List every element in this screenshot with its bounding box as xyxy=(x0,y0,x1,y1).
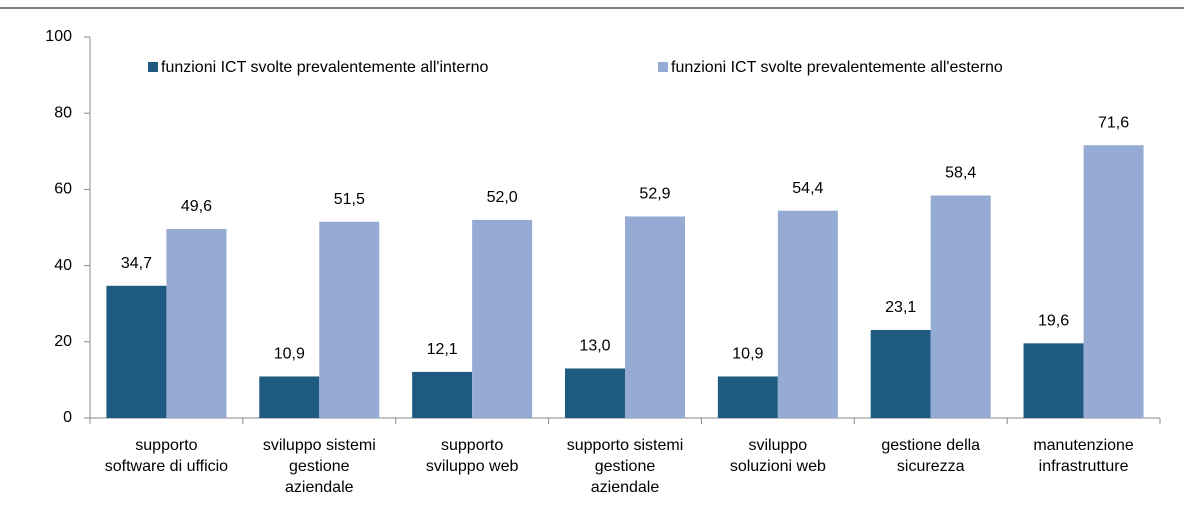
x-tick-label: aziendale xyxy=(285,479,354,496)
y-tick-label: 100 xyxy=(45,28,72,45)
y-tick-label: 20 xyxy=(54,333,72,350)
bar xyxy=(319,221,380,418)
bar xyxy=(472,219,533,418)
value-label: 71,6 xyxy=(1098,114,1129,131)
x-tick-label: gestione xyxy=(595,458,656,475)
bar xyxy=(625,216,685,418)
x-tick-label: sviluppo xyxy=(749,437,808,454)
bar xyxy=(412,371,473,418)
bar xyxy=(166,229,227,418)
value-label: 54,4 xyxy=(792,180,823,197)
value-label: 19,6 xyxy=(1038,313,1069,330)
value-label: 10,9 xyxy=(274,346,305,363)
x-tick-label: software di ufficio xyxy=(105,458,228,475)
bar xyxy=(870,329,931,418)
x-tick-label: soluzioni web xyxy=(730,458,826,475)
value-label: 12,1 xyxy=(427,341,458,358)
y-tick-label: 40 xyxy=(54,257,72,274)
value-label: 52,0 xyxy=(487,189,518,206)
bar xyxy=(930,195,991,418)
x-tick-label: supporto xyxy=(441,437,503,454)
bar xyxy=(106,285,167,418)
value-label: 10,9 xyxy=(732,346,763,363)
value-label: 23,1 xyxy=(885,299,916,316)
value-label: 34,7 xyxy=(121,255,152,272)
bar xyxy=(717,376,778,418)
value-label: 58,4 xyxy=(945,165,976,182)
y-tick-label: 0 xyxy=(63,409,72,426)
x-tick-label: aziendale xyxy=(591,479,660,496)
y-tick-label: 60 xyxy=(54,181,72,198)
value-label: 49,6 xyxy=(181,198,212,215)
bar xyxy=(777,210,838,418)
x-tick-label: gestione della xyxy=(881,437,980,454)
bar xyxy=(565,368,625,418)
legend-swatch xyxy=(148,62,158,72)
x-tick-label: gestione xyxy=(289,458,350,475)
x-tick-label: sicurezza xyxy=(897,458,965,475)
x-tick-label: sviluppo sistemi xyxy=(263,437,376,454)
legend-swatch xyxy=(658,62,668,72)
legend-label: funzioni ICT svolte prevalentemente all'… xyxy=(671,59,1003,76)
value-label: 13,0 xyxy=(579,338,610,355)
bar xyxy=(259,376,320,418)
bar xyxy=(1023,343,1084,418)
legend-label: funzioni ICT svolte prevalentemente all'… xyxy=(161,59,488,76)
value-label: 51,5 xyxy=(334,191,365,208)
x-tick-label: supporto xyxy=(135,437,197,454)
x-tick-label: manutenzione xyxy=(1033,437,1134,454)
x-tick-label: infrastrutture xyxy=(1039,458,1129,475)
y-tick-label: 80 xyxy=(54,104,72,121)
bar xyxy=(1083,145,1144,419)
x-tick-label: supporto sistemi xyxy=(567,437,684,454)
x-tick-label: sviluppo web xyxy=(426,458,519,475)
value-label: 52,9 xyxy=(639,186,670,203)
